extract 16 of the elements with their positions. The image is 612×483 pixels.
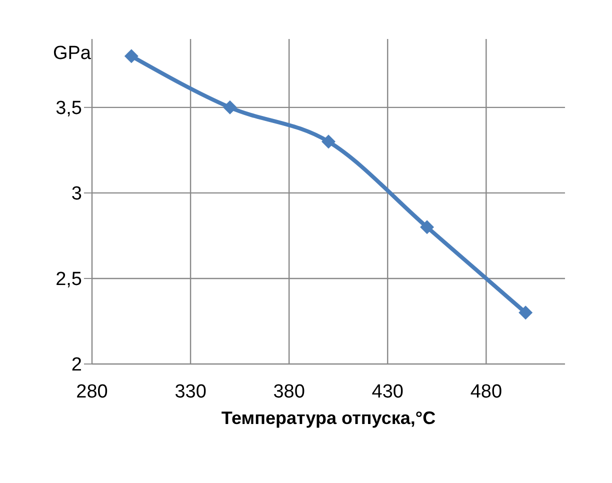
point bbox=[518, 306, 533, 320]
y-axis-title: GPa bbox=[52, 43, 92, 64]
point bbox=[124, 49, 138, 64]
y-tick-label: 2 bbox=[71, 354, 82, 376]
x-tick-label: 330 bbox=[174, 381, 206, 402]
x-tick-label: 480 bbox=[470, 381, 502, 402]
point bbox=[222, 100, 237, 114]
y-tick-label: 3,5 bbox=[56, 98, 82, 120]
x-axis-title: Температура отпуска,°C bbox=[221, 408, 436, 428]
y-tick-label: 3 bbox=[71, 184, 82, 205]
x-tick-label: 380 bbox=[273, 381, 305, 402]
y-tick-label: 2,5 bbox=[56, 269, 82, 290]
x-tick-label: 430 bbox=[372, 381, 404, 402]
x-tick-label: 280 bbox=[76, 381, 108, 402]
point bbox=[322, 134, 336, 149]
point bbox=[420, 220, 434, 234]
